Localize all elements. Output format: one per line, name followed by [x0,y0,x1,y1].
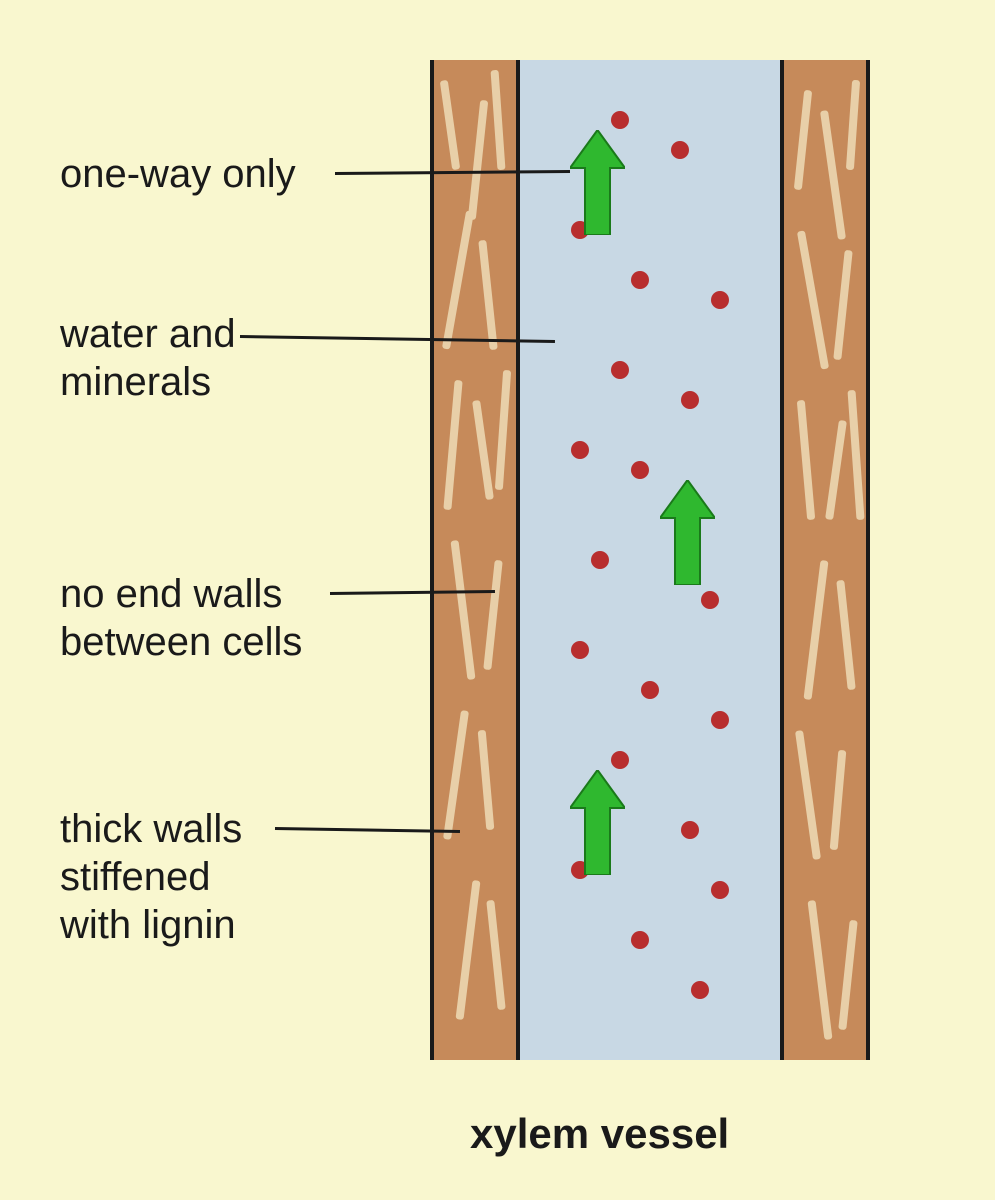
texture-line [478,730,495,830]
texture-line [820,110,846,240]
wall-texture-left [434,60,516,1060]
mineral-dot [611,751,629,769]
texture-line [795,730,821,860]
texture-line [442,210,474,349]
diagram-label: one-way only [60,150,296,198]
vessel-wall-right [780,60,870,1060]
mineral-dot [701,591,719,609]
texture-line [794,90,812,190]
mineral-dot [571,641,589,659]
mineral-dot [691,981,709,999]
vessel-lumen [520,60,780,1060]
texture-line [440,80,460,170]
mineral-dot [711,711,729,729]
flow-arrow-icon [570,130,625,235]
texture-line [472,400,494,500]
mineral-dot [571,441,589,459]
xylem-vessel [430,60,870,1060]
texture-line [495,370,511,490]
texture-line [468,100,488,220]
mineral-dot [631,931,649,949]
mineral-dot [641,681,659,699]
diagram-label: no end walls between cells [60,570,302,666]
texture-line [830,750,847,850]
xylem-diagram: one-way only water and minerals no end wal… [0,0,995,1200]
texture-line [483,560,502,670]
texture-line [443,710,469,840]
texture-line [836,580,855,690]
texture-line [847,390,864,520]
mineral-dot [591,551,609,569]
diagram-label: water and minerals [60,310,236,406]
texture-line [491,70,506,170]
mineral-dot [631,461,649,479]
texture-line [797,230,829,369]
flow-arrow-icon [570,770,625,875]
texture-line [450,540,475,680]
texture-line [803,560,828,700]
mineral-dot [631,271,649,289]
vessel-wall-left [430,60,520,1060]
texture-line [838,920,857,1030]
texture-line [478,240,497,350]
mineral-dot [681,391,699,409]
texture-line [807,900,832,1040]
texture-line [797,400,815,520]
mineral-dot [671,141,689,159]
diagram-label: thick walls stiffened with lignin [60,805,242,949]
texture-line [443,380,462,510]
texture-line [833,250,852,360]
mineral-dot [611,111,629,129]
flow-arrow-icon [660,480,715,585]
mineral-dot [681,821,699,839]
texture-line [486,900,505,1010]
texture-line [825,420,847,520]
wall-texture-right [784,60,866,1060]
texture-line [846,80,860,170]
diagram-title: xylem vessel [470,1110,729,1158]
mineral-dot [711,881,729,899]
texture-line [455,880,480,1020]
mineral-dot [611,361,629,379]
mineral-dot [711,291,729,309]
